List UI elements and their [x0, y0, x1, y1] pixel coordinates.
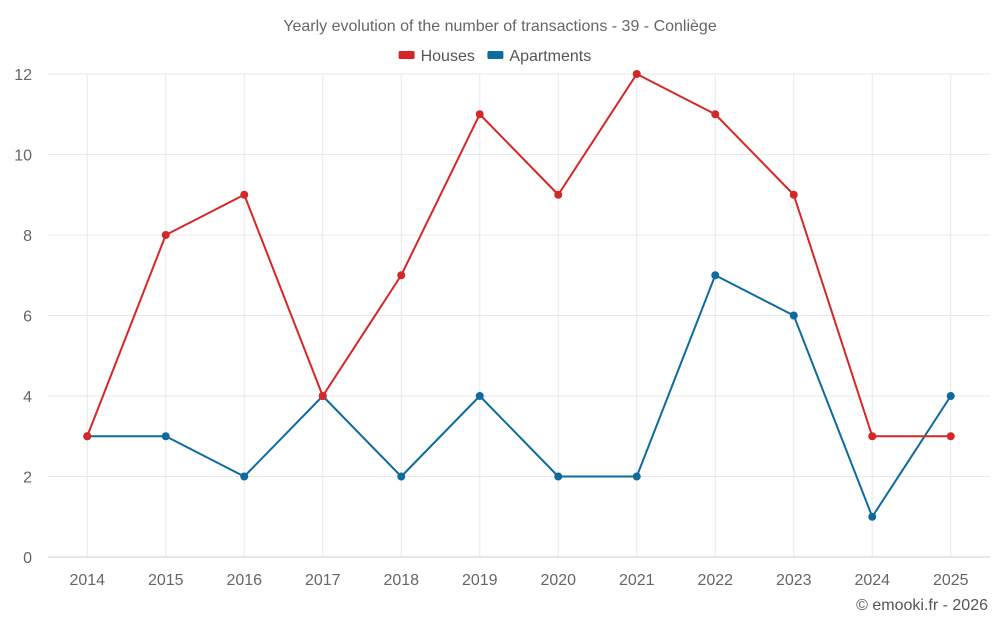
data-point-apartments[interactable]	[632, 472, 641, 481]
data-point-houses[interactable]	[868, 432, 877, 441]
data-point-houses[interactable]	[789, 190, 798, 199]
x-tick-label: 2017	[305, 572, 341, 589]
credit-text: © emooki.fr - 2026	[856, 597, 988, 614]
legend-label: Houses	[421, 48, 475, 65]
y-tick-label: 10	[14, 148, 32, 165]
chart-title: Yearly evolution of the number of transa…	[283, 18, 717, 35]
x-tick-label: 2025	[933, 572, 969, 589]
data-point-houses[interactable]	[632, 70, 641, 78]
data-point-houses[interactable]	[161, 231, 170, 239]
data-point-apartments[interactable]	[789, 311, 798, 320]
x-tick-label: 2019	[462, 572, 498, 589]
x-tick-label: 2024	[854, 572, 890, 589]
legend-swatch	[487, 51, 504, 59]
data-point-houses[interactable]	[554, 190, 563, 199]
y-tick-label: 4	[23, 389, 32, 406]
y-tick-label: 6	[23, 309, 32, 326]
x-tick-label: 2020	[540, 572, 576, 589]
legend-item-houses[interactable]: Houses	[398, 48, 475, 65]
data-point-apartments[interactable]	[868, 512, 877, 521]
y-tick-label: 8	[23, 228, 32, 245]
data-point-apartments[interactable]	[711, 271, 720, 280]
data-point-apartments[interactable]	[240, 472, 249, 481]
legend-swatch	[398, 51, 415, 59]
y-axis-ticks: 0 2 4 6 8 10 12	[14, 67, 32, 567]
data-point-apartments[interactable]	[475, 392, 484, 400]
series-houses	[83, 70, 955, 441]
data-point-apartments[interactable]	[946, 392, 955, 400]
series-group	[83, 70, 955, 521]
data-point-apartments[interactable]	[397, 472, 406, 481]
legend: Houses Apartments	[398, 48, 591, 65]
grid	[48, 73, 990, 558]
legend-label: Apartments	[509, 48, 591, 65]
data-point-houses[interactable]	[711, 110, 720, 119]
data-point-apartments[interactable]	[554, 472, 563, 481]
y-tick-label: 0	[23, 550, 32, 567]
x-tick-label: 2022	[697, 572, 733, 589]
data-point-houses[interactable]	[83, 432, 92, 441]
series-line-apartments	[87, 274, 952, 518]
y-tick-label: 12	[14, 67, 32, 84]
x-tick-label: 2015	[148, 572, 184, 589]
data-point-houses[interactable]	[946, 432, 955, 441]
series-line-houses	[86, 73, 951, 438]
series-apartments	[83, 271, 955, 521]
data-point-houses[interactable]	[318, 392, 327, 400]
x-tick-label: 2021	[619, 572, 655, 589]
data-point-apartments[interactable]	[161, 432, 170, 441]
x-axis-ticks: 2014 2015 2016 2017 2018 2019 2020 2021 2022 2023…	[69, 572, 968, 589]
legend-item-apartments[interactable]: Apartments	[487, 48, 591, 65]
data-point-houses[interactable]	[240, 190, 249, 199]
x-tick-label: 2014	[69, 572, 105, 589]
x-tick-label: 2018	[383, 572, 419, 589]
x-tick-label: 2016	[226, 572, 262, 589]
x-tick-label: 2023	[776, 572, 812, 589]
data-point-houses[interactable]	[397, 271, 406, 280]
data-point-houses[interactable]	[475, 110, 484, 119]
y-tick-label: 2	[23, 470, 32, 487]
